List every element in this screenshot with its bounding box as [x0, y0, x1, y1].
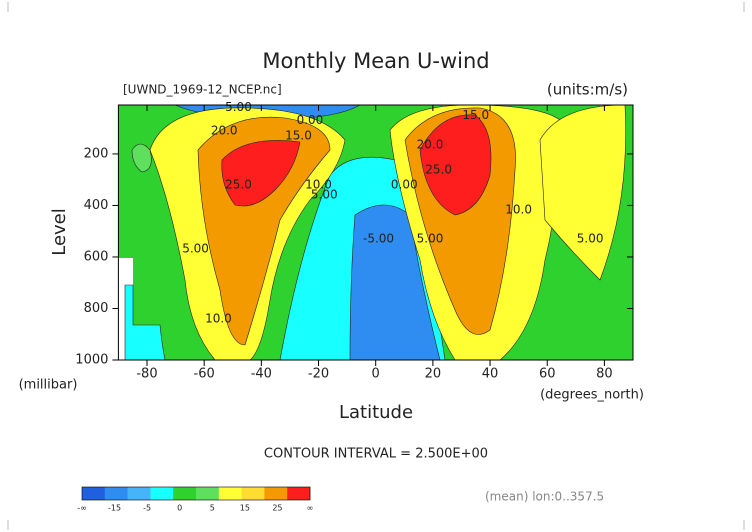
- contour-label: 10.0: [205, 311, 232, 325]
- corner-marks: [7, 2, 745, 530]
- colorbar-label: 25: [272, 504, 282, 513]
- colorbar-swatch: [150, 487, 174, 500]
- x-axis-label: Latitude: [339, 402, 413, 423]
- colorbar-swatch: [218, 487, 242, 500]
- colorbar-swatch: [82, 487, 106, 500]
- contour-fill: [118, 105, 633, 360]
- contour-label: 25.0: [425, 162, 452, 176]
- colorbar-frame: [81, 486, 311, 501]
- footnote: (mean) lon:0..357.5: [485, 490, 604, 504]
- x-tick-label: 60: [539, 367, 556, 382]
- contour-label: 5.00: [577, 231, 604, 245]
- colorbar-label: -5: [143, 504, 151, 513]
- y-tick-label: 600: [84, 249, 109, 264]
- x-tick-label: -80: [136, 367, 157, 382]
- contour-label: 5.00: [311, 188, 338, 202]
- contour-label: 5.00: [417, 231, 444, 245]
- contour-interval: CONTOUR INTERVAL = 2.500E+00: [264, 447, 488, 462]
- x-tick-label: -40: [251, 367, 272, 382]
- contour-label: 20.0: [211, 123, 238, 137]
- x-tick-label: -60: [194, 367, 215, 382]
- contour-label: 20.0: [417, 137, 444, 151]
- contour-label: 5.00: [182, 242, 209, 256]
- colorbar-swatch: [287, 487, 311, 500]
- y-tick-label: 400: [84, 198, 109, 213]
- contour-label: 5.00: [225, 100, 252, 114]
- y-tick-label: 800: [84, 301, 109, 316]
- colorbar-label: 0: [177, 504, 182, 513]
- colorbar-swatch: [127, 487, 151, 500]
- units-label: (units:m/s): [547, 81, 628, 99]
- colorbar-label: -∞: [77, 504, 87, 513]
- chart-title: Monthly Mean U-wind: [262, 49, 489, 73]
- contour-label: 0.00: [297, 113, 324, 127]
- y-axis-units: (millibar): [19, 378, 78, 393]
- y-tick-label: 200: [84, 146, 109, 161]
- y-axis-label: Level: [49, 208, 70, 256]
- contour-label: 25.0: [225, 177, 252, 191]
- colorbar-swatch: [241, 487, 265, 500]
- colorbar-label: 15: [240, 504, 250, 513]
- colorbar-label: ∞: [307, 504, 314, 513]
- x-tick-label: 80: [596, 367, 613, 382]
- x-tick-label: -20: [308, 367, 329, 382]
- contour-label: -5.00: [363, 231, 394, 245]
- y-tick-label: 1000: [75, 353, 108, 368]
- x-tick-label: 0: [372, 367, 380, 382]
- colorbar-swatch: [264, 487, 288, 500]
- contour-label: 10.0: [305, 177, 332, 191]
- contour-label: 15.0: [462, 108, 489, 122]
- colorbar-swatch: [104, 487, 128, 500]
- x-tick-label: 20: [425, 367, 442, 382]
- colorbar-swatch: [196, 487, 220, 500]
- x-axis-units: (degrees_north): [540, 388, 644, 403]
- colorbar-label: 5: [210, 504, 215, 513]
- contour-label: 0.00: [391, 177, 418, 191]
- colorbar-swatch: [173, 487, 197, 500]
- dataset-label: [UWND_1969-12_NCEP.nc]: [123, 83, 282, 97]
- x-tick-label: 40: [482, 367, 499, 382]
- contour-label: 15.0: [285, 128, 312, 142]
- colorbar-label: -15: [108, 504, 121, 513]
- contour-label: 10.0: [505, 202, 532, 216]
